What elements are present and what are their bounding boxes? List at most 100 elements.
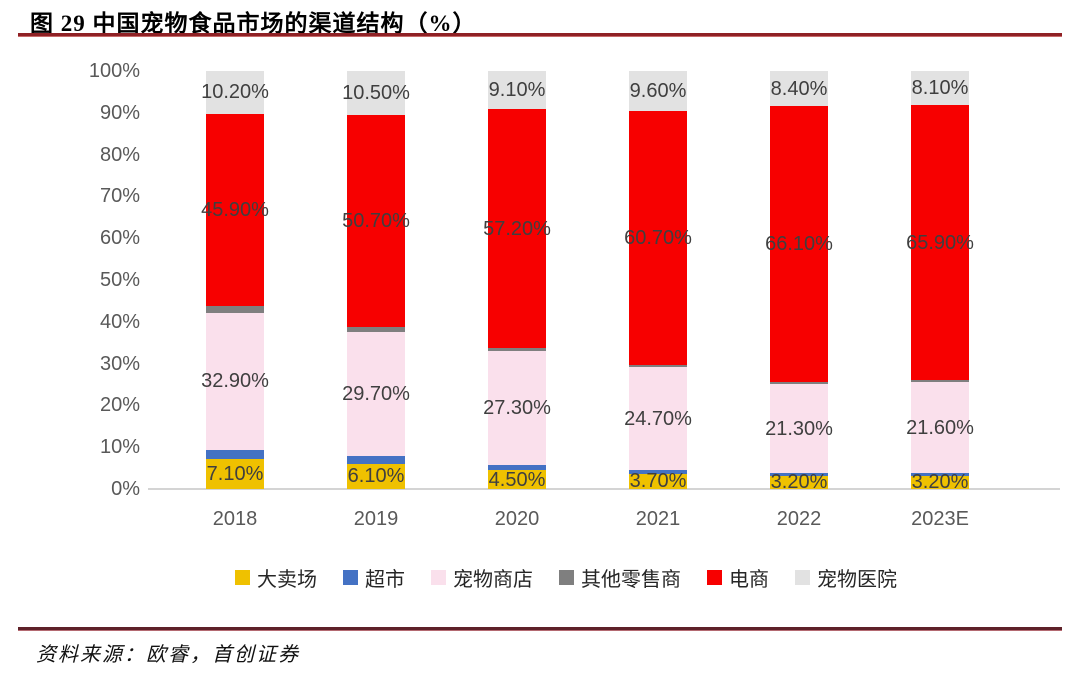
bar-segment-其他零售商 — [488, 348, 546, 352]
bar-segment-电商 — [629, 111, 687, 365]
legend-swatch-icon — [559, 570, 574, 585]
bar-segment-其他零售商 — [629, 364, 687, 367]
bar-segment-宠物商店 — [629, 366, 687, 471]
stacked-bar-2019 — [347, 71, 405, 489]
bar-segment-超市 — [911, 472, 969, 476]
bar-segment-宠物商店 — [206, 312, 264, 451]
bar-segment-大卖场 — [629, 473, 687, 489]
legend-swatch-icon — [431, 570, 446, 585]
bar-segment-宠物商店 — [347, 331, 405, 456]
data-label: 24.70% — [624, 407, 692, 430]
x-axis-label: 2019 — [353, 508, 399, 530]
legend: 大卖场 超市 宠物商店 其他零售商 电商 宠物医院 — [136, 563, 996, 592]
bar-segment-宠物医院 — [488, 71, 546, 110]
legend-label: 宠物医院 — [817, 569, 897, 591]
x-axis-label: 2023E — [911, 508, 969, 530]
legend-swatch-icon — [235, 570, 250, 585]
bar-segment-宠物医院 — [911, 71, 969, 105]
bar-segment-其他零售商 — [770, 382, 828, 385]
y-axis-tick: 100% — [88, 60, 140, 82]
stacked-bar-2023E — [911, 71, 969, 489]
data-label: 65.90% — [906, 231, 974, 254]
bar-segment-其他零售商 — [206, 305, 264, 313]
legend-label: 其他零售商 — [581, 569, 681, 591]
y-axis-tick: 20% — [99, 394, 140, 417]
stacked-bar-2018 — [206, 71, 264, 489]
data-label: 8.40% — [770, 77, 828, 100]
legend-label: 宠物商店 — [453, 569, 533, 591]
y-axis-tick: 90% — [99, 101, 140, 124]
bar-segment-电商 — [347, 114, 405, 327]
bar-segment-超市 — [206, 450, 264, 460]
bar-segment-其他零售商 — [347, 326, 405, 332]
data-label: 3.20% — [911, 471, 969, 494]
legend-item-宠物商店: 宠物商店 — [431, 563, 533, 592]
data-label: 3.20% — [770, 471, 828, 494]
bar-segment-宠物医院 — [770, 71, 828, 107]
x-axis-line — [148, 488, 1060, 490]
data-label: 10.20% — [201, 81, 269, 104]
data-label: 10.50% — [342, 81, 410, 104]
data-label: 21.60% — [906, 416, 974, 439]
legend-label: 大卖场 — [257, 569, 317, 591]
legend-item-电商: 电商 — [707, 563, 769, 592]
data-label: 45.90% — [201, 198, 269, 221]
bar-segment-大卖场 — [206, 459, 264, 489]
y-axis-tick: 10% — [99, 436, 140, 459]
x-axis-label: 2022 — [776, 508, 822, 530]
data-label: 60.70% — [624, 226, 692, 249]
legend-item-超市: 超市 — [343, 563, 405, 592]
bar-segment-电商 — [488, 109, 546, 349]
data-label: 66.10% — [765, 233, 833, 256]
bar-segment-大卖场 — [770, 475, 828, 489]
data-label: 9.10% — [488, 79, 546, 102]
data-label: 9.60% — [629, 80, 687, 103]
bar-segment-超市 — [488, 465, 546, 471]
data-label: 57.20% — [483, 217, 551, 240]
legend-label: 电商 — [729, 569, 769, 591]
bar-segment-电商 — [911, 104, 969, 381]
legend-item-其他零售商: 其他零售商 — [559, 563, 681, 592]
bar-segment-大卖场 — [911, 475, 969, 489]
legend-swatch-icon — [343, 570, 358, 585]
bar-segment-超市 — [347, 456, 405, 464]
bar-segment-宠物医院 — [347, 71, 405, 115]
bar-segment-宠物医院 — [629, 71, 687, 112]
x-axis-label: 2018 — [212, 508, 258, 530]
legend-swatch-icon — [795, 570, 810, 585]
data-label: 27.30% — [483, 397, 551, 420]
bar-segment-大卖场 — [347, 463, 405, 489]
x-axis-label: 2020 — [494, 508, 540, 530]
y-axis-tick: 0% — [111, 478, 140, 500]
bar-segment-大卖场 — [488, 470, 546, 489]
bar-segment-其他零售商 — [911, 380, 969, 383]
y-axis-tick: 80% — [99, 143, 140, 166]
data-label: 3.70% — [629, 470, 687, 493]
source-note: 资料来源：欧睿，首创证券 — [36, 644, 300, 666]
legend-item-大卖场: 大卖场 — [235, 563, 317, 592]
stacked-bar-2020 — [488, 71, 546, 489]
bar-segment-超市 — [770, 473, 828, 476]
bar-segment-宠物商店 — [911, 382, 969, 473]
data-label: 29.70% — [342, 382, 410, 405]
data-label: 21.30% — [765, 417, 833, 440]
stacked-bar-2021 — [629, 71, 687, 489]
bar-segment-超市 — [629, 470, 687, 474]
y-axis-tick: 30% — [99, 352, 140, 375]
bar-segment-宠物商店 — [770, 384, 828, 474]
bar-segment-电商 — [206, 113, 264, 306]
footer-rule — [18, 627, 1062, 630]
data-label: 50.70% — [342, 209, 410, 232]
bar-segment-电商 — [770, 106, 828, 383]
chart-title: 图 29 中国宠物食品市场的渠道结构（%） — [30, 11, 477, 36]
data-label: 8.10% — [911, 76, 969, 99]
y-axis-tick: 40% — [99, 310, 140, 333]
legend-item-宠物医院: 宠物医院 — [795, 563, 897, 592]
x-axis-label: 2021 — [635, 508, 681, 530]
bar-segment-宠物商店 — [488, 351, 546, 466]
data-label: 7.10% — [206, 463, 264, 486]
stacked-bar-2022 — [770, 71, 828, 489]
legend-swatch-icon — [707, 570, 722, 585]
y-axis-tick: 60% — [99, 227, 140, 250]
